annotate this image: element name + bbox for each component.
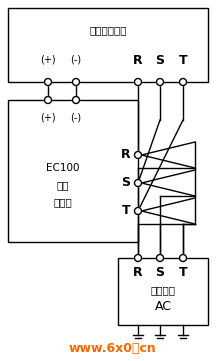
Text: 智能: 智能: [57, 180, 69, 190]
Circle shape: [134, 208, 142, 214]
Circle shape: [179, 255, 187, 261]
Circle shape: [157, 255, 164, 261]
Circle shape: [73, 96, 80, 104]
Text: T: T: [179, 53, 187, 66]
Text: T: T: [121, 204, 130, 217]
Circle shape: [134, 255, 142, 261]
Text: (-): (-): [70, 55, 82, 65]
Bar: [8, 8, 208, 82]
Text: (+): (+): [40, 55, 56, 65]
Circle shape: [157, 78, 164, 86]
Text: R: R: [120, 148, 130, 161]
Text: 整体机: 整体机: [54, 197, 72, 207]
Text: R: R: [133, 53, 143, 66]
Text: www.6x0．cn: www.6x0．cn: [68, 342, 156, 355]
Text: EC100: EC100: [46, 163, 80, 173]
Text: 交流电网: 交流电网: [151, 285, 175, 295]
Circle shape: [134, 78, 142, 86]
Circle shape: [73, 78, 80, 86]
Text: S: S: [155, 53, 164, 66]
Circle shape: [134, 179, 142, 187]
Text: T: T: [179, 265, 187, 278]
Text: 能量回馈单元: 能量回馈单元: [89, 25, 127, 35]
Bar: [118, 258, 208, 325]
Circle shape: [134, 152, 142, 158]
Text: S: S: [121, 177, 130, 190]
Text: S: S: [155, 265, 164, 278]
Text: (+): (+): [40, 113, 56, 123]
Circle shape: [179, 78, 187, 86]
Bar: [8, 100, 138, 242]
Circle shape: [45, 78, 52, 86]
Text: AC: AC: [155, 300, 172, 313]
Text: R: R: [133, 265, 143, 278]
Circle shape: [45, 96, 52, 104]
Text: (-): (-): [70, 113, 82, 123]
